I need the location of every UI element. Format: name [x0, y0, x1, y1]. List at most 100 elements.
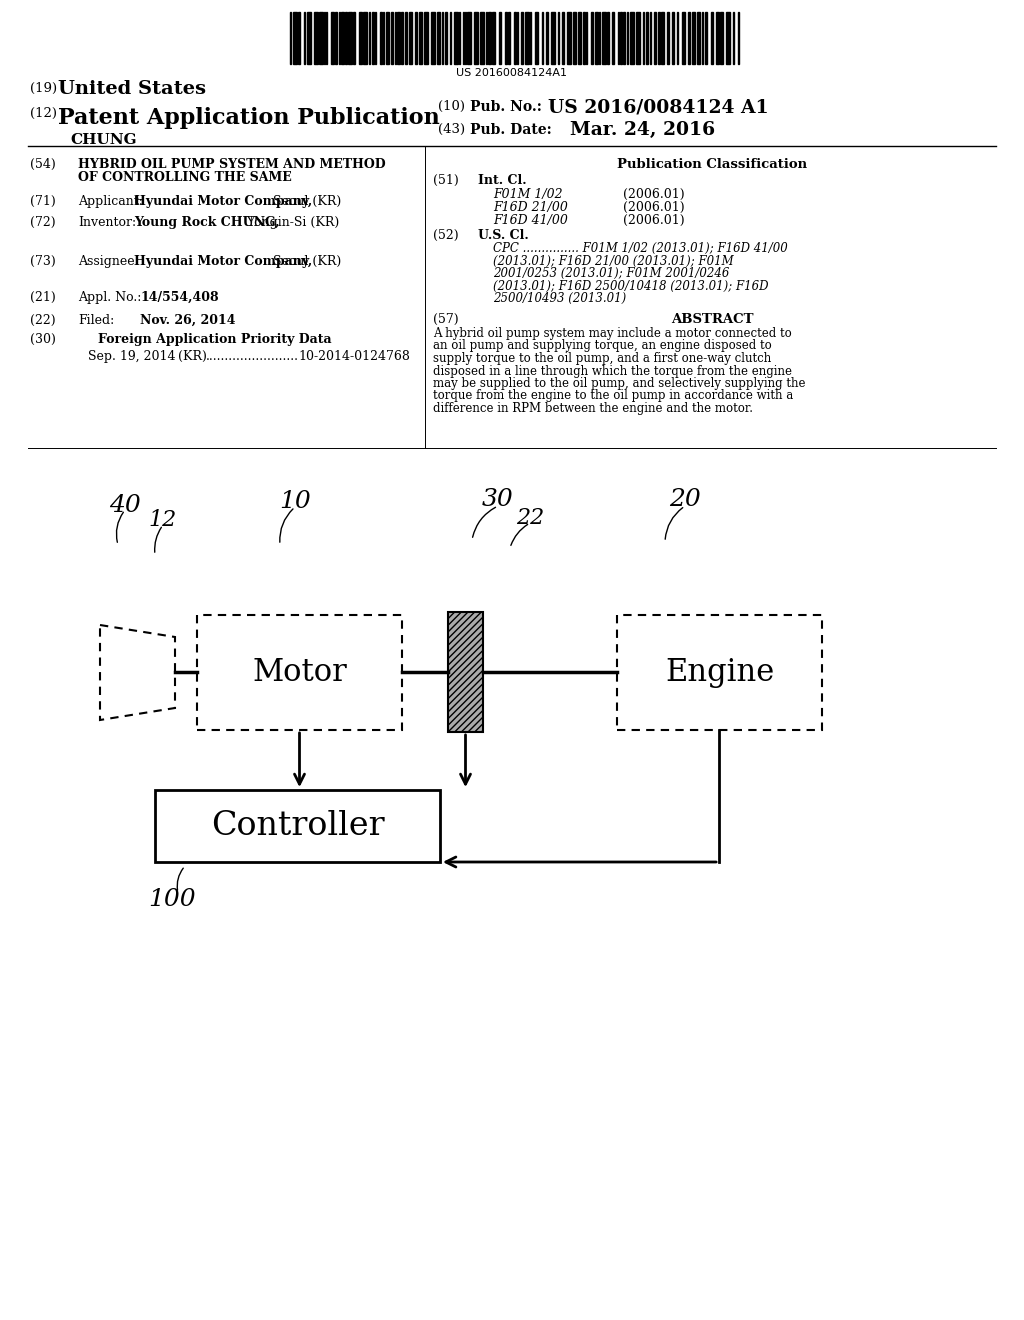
Bar — [380, 12, 382, 63]
Bar — [397, 12, 399, 63]
Text: 12: 12 — [148, 510, 177, 531]
Bar — [307, 12, 311, 63]
Text: 30: 30 — [482, 488, 514, 511]
Bar — [431, 12, 434, 63]
Text: A hybrid oil pump system may include a motor connected to: A hybrid oil pump system may include a m… — [433, 327, 792, 341]
Text: 10-2014-0124768: 10-2014-0124768 — [298, 350, 410, 363]
Text: (12): (12) — [30, 107, 57, 120]
Bar — [400, 12, 403, 63]
Bar — [463, 12, 464, 63]
Text: may be supplied to the oil pump, and selectively supplying the: may be supplied to the oil pump, and sel… — [433, 378, 806, 389]
Bar — [406, 12, 407, 63]
Text: F16D 21/00: F16D 21/00 — [493, 201, 568, 214]
Text: Nov. 26, 2014: Nov. 26, 2014 — [140, 314, 236, 327]
Text: (57): (57) — [433, 313, 459, 326]
Text: US 2016/0084124 A1: US 2016/0084124 A1 — [548, 98, 769, 116]
Text: Engine: Engine — [665, 657, 774, 688]
Bar — [667, 12, 669, 63]
Text: (2006.01): (2006.01) — [623, 201, 685, 214]
Text: 14/554,408: 14/554,408 — [140, 290, 219, 304]
Bar — [599, 12, 600, 63]
Bar — [499, 12, 501, 63]
Polygon shape — [100, 624, 175, 719]
Bar — [383, 12, 384, 63]
Bar — [631, 12, 634, 63]
Text: (51): (51) — [433, 174, 459, 187]
Text: 40: 40 — [110, 494, 141, 516]
Bar — [505, 12, 507, 63]
Bar — [298, 12, 300, 63]
Text: HYBRID OIL PUMP SYSTEM AND METHOD: HYBRID OIL PUMP SYSTEM AND METHOD — [78, 158, 386, 172]
Bar — [586, 12, 588, 63]
Text: CHUNG: CHUNG — [70, 133, 136, 147]
Text: 2500/10493 (2013.01): 2500/10493 (2013.01) — [493, 292, 627, 305]
Text: Mar. 24, 2016: Mar. 24, 2016 — [570, 121, 715, 139]
Text: (30): (30) — [30, 333, 56, 346]
Text: F16D 41/00: F16D 41/00 — [493, 214, 568, 227]
Bar — [682, 12, 685, 63]
Bar — [415, 12, 417, 63]
Bar — [508, 12, 510, 63]
Bar — [480, 12, 483, 63]
Bar — [459, 12, 460, 63]
Bar — [290, 12, 291, 63]
Bar — [701, 12, 702, 63]
Bar — [331, 12, 334, 63]
Bar — [370, 12, 371, 63]
Bar — [643, 12, 644, 63]
Bar — [645, 12, 648, 63]
Text: an oil pump and supplying torque, an engine disposed to: an oil pump and supplying torque, an eng… — [433, 339, 772, 352]
Bar — [450, 12, 451, 63]
Bar — [521, 12, 523, 63]
Bar — [636, 12, 640, 63]
Bar — [386, 12, 389, 63]
Bar — [324, 12, 325, 63]
Bar — [617, 12, 618, 63]
Text: (71): (71) — [30, 195, 55, 209]
Bar — [726, 12, 729, 63]
Bar — [409, 12, 413, 63]
Bar — [595, 12, 598, 63]
Text: (52): (52) — [433, 228, 459, 242]
Bar — [716, 12, 719, 63]
Text: Seoul (KR): Seoul (KR) — [269, 255, 341, 268]
Bar — [465, 12, 466, 63]
Bar — [326, 12, 328, 63]
Bar — [336, 12, 337, 63]
Text: (2013.01); F16D 2500/10418 (2013.01); F16D: (2013.01); F16D 2500/10418 (2013.01); F1… — [493, 280, 768, 293]
Text: Int. Cl.: Int. Cl. — [478, 174, 526, 187]
Bar — [607, 12, 609, 63]
Bar — [551, 12, 555, 63]
Bar — [567, 12, 571, 63]
Bar — [525, 12, 529, 63]
Bar — [561, 12, 564, 63]
Bar — [514, 12, 516, 63]
Bar — [535, 12, 539, 63]
Bar — [197, 615, 402, 730]
Bar — [467, 12, 471, 63]
Text: Foreign Application Priority Data: Foreign Application Priority Data — [98, 333, 332, 346]
Bar — [627, 12, 628, 63]
Bar — [314, 12, 318, 63]
Text: Young Rock CHUNG,: Young Rock CHUNG, — [134, 216, 280, 228]
Text: (2006.01): (2006.01) — [623, 187, 685, 201]
Bar — [583, 12, 585, 63]
Text: (19): (19) — [30, 82, 57, 95]
Bar — [441, 12, 442, 63]
Bar — [420, 12, 422, 63]
Bar — [687, 12, 690, 63]
Bar — [372, 12, 374, 63]
Text: Pub. Date:: Pub. Date: — [470, 123, 552, 137]
Text: Sep. 19, 2014: Sep. 19, 2014 — [88, 350, 175, 363]
Bar — [542, 12, 543, 63]
Bar — [673, 12, 674, 63]
Bar — [445, 12, 447, 63]
Text: ABSTRACT: ABSTRACT — [672, 313, 754, 326]
Bar — [620, 12, 623, 63]
Text: Inventor:: Inventor: — [78, 216, 136, 228]
Text: Patent Application Publication: Patent Application Publication — [58, 107, 439, 129]
Text: 20: 20 — [669, 488, 700, 511]
Text: 100: 100 — [148, 888, 196, 912]
Text: Seoul (KR): Seoul (KR) — [269, 195, 341, 209]
Text: 2001/0253 (2013.01); F01M 2001/0246: 2001/0253 (2013.01); F01M 2001/0246 — [493, 267, 729, 280]
